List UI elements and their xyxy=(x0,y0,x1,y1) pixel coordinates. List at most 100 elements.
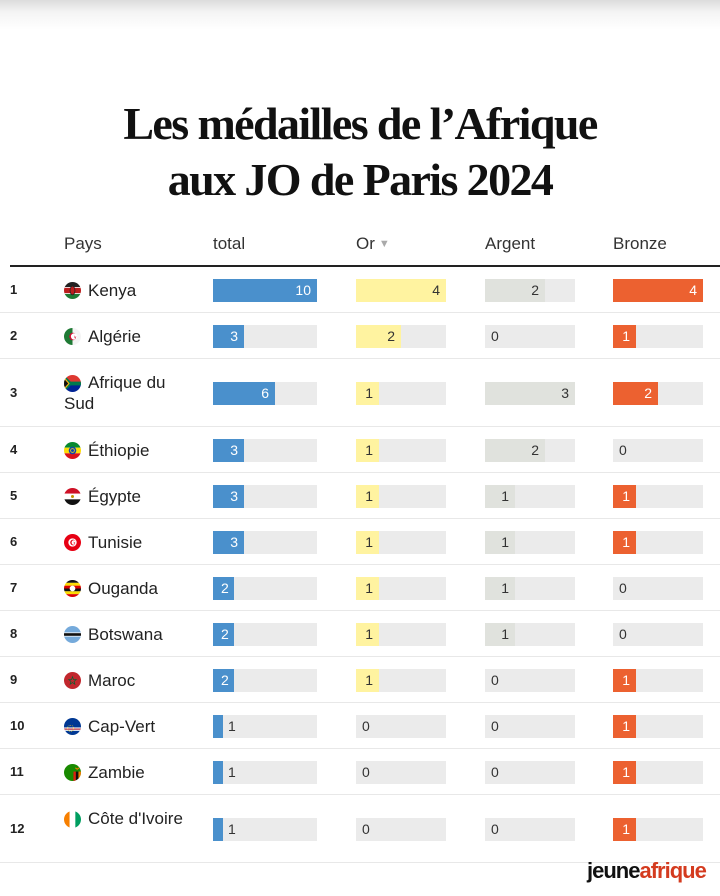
header-bronze[interactable]: Bronze xyxy=(613,234,667,253)
cell-gold: 1 xyxy=(356,577,446,600)
bar-gold xyxy=(356,531,379,554)
jeune-afrique-logo: jeuneafrique xyxy=(587,858,707,883)
bar-bronze xyxy=(613,485,636,508)
header-silver[interactable]: Argent xyxy=(485,234,536,253)
cell-bronze: 4 xyxy=(613,279,703,302)
country-flag-icon xyxy=(64,672,81,689)
cell-total: 6 xyxy=(213,382,317,405)
cell-silver: 0 xyxy=(485,818,575,841)
value-gold: 0 xyxy=(362,764,370,780)
rank-number: 7 xyxy=(10,580,18,595)
table-row: 12 Côte d'Ivoire 1 0 0 1 xyxy=(0,795,720,863)
value-total: 3 xyxy=(230,534,238,550)
bar-silver xyxy=(485,439,545,462)
value-total: 3 xyxy=(230,488,238,504)
value-gold: 0 xyxy=(362,821,370,837)
value-total: 1 xyxy=(228,764,236,780)
cell-gold: 1 xyxy=(356,382,446,405)
country-name: Égypte xyxy=(88,487,141,506)
cell-gold: 1 xyxy=(356,669,446,692)
table-row: 10 Cap-Vert 1 0 0 1 xyxy=(0,703,720,749)
value-bronze: 0 xyxy=(619,580,627,596)
page-title: Les médailles de l’Afrique aux JO de Par… xyxy=(0,96,720,208)
bar-total xyxy=(213,439,244,462)
cell-bronze: 1 xyxy=(613,669,703,692)
country-flag-icon xyxy=(64,328,81,345)
value-silver: 1 xyxy=(501,580,509,596)
table-row: 5 Égypte 3 1 1 1 xyxy=(0,473,720,519)
bar-bronze xyxy=(613,715,636,738)
value-silver: 0 xyxy=(491,672,499,688)
value-gold: 1 xyxy=(365,580,373,596)
bar-silver xyxy=(485,382,575,405)
cell-bronze: 1 xyxy=(613,818,703,841)
value-gold: 4 xyxy=(432,282,440,298)
table-row: 3 Afrique du Sud 6 1 3 2 xyxy=(0,359,720,427)
bar-bronze xyxy=(613,669,636,692)
sort-desc-icon[interactable]: ▼ xyxy=(378,238,390,250)
cell-bronze: 1 xyxy=(613,531,703,554)
table-row: 4 Éthiopie 3 1 2 0 xyxy=(0,427,720,473)
header-total[interactable]: total xyxy=(213,234,246,253)
cell-silver: 1 xyxy=(485,577,575,600)
bar-gold xyxy=(356,382,379,405)
cell-total: 2 xyxy=(213,669,317,692)
country-name: Afrique du Sud xyxy=(64,373,166,413)
bar-bronze xyxy=(613,325,636,348)
value-total: 2 xyxy=(221,626,229,642)
bar-total xyxy=(213,382,275,405)
rank-number: 3 xyxy=(10,385,18,400)
cell-silver: 0 xyxy=(485,715,575,738)
top-band xyxy=(0,0,720,30)
bar-total xyxy=(213,715,223,738)
value-silver: 1 xyxy=(501,534,509,550)
cell-gold: 0 xyxy=(356,761,446,784)
value-gold: 1 xyxy=(365,626,373,642)
value-bronze: 2 xyxy=(644,385,652,401)
value-total: 2 xyxy=(221,580,229,596)
value-bronze: 1 xyxy=(622,488,630,504)
bar-total xyxy=(213,577,234,600)
value-gold: 1 xyxy=(365,488,373,504)
bar-total xyxy=(213,623,234,646)
table-row: 6 Tunisie 3 1 1 1 xyxy=(0,519,720,565)
value-bronze: 1 xyxy=(622,718,630,734)
value-silver: 1 xyxy=(501,626,509,642)
value-bronze: 1 xyxy=(622,672,630,688)
value-gold: 2 xyxy=(387,328,395,344)
value-bronze: 0 xyxy=(619,626,627,642)
country-name: Botswana xyxy=(88,625,163,644)
cell-bronze: 1 xyxy=(613,325,703,348)
value-silver: 3 xyxy=(561,385,569,401)
cell-bronze: 0 xyxy=(613,577,703,600)
cell-total: 10 xyxy=(213,279,317,302)
cell-total: 3 xyxy=(213,439,317,462)
rank-number: 9 xyxy=(10,672,18,687)
country-flag-icon xyxy=(64,811,81,828)
cell-silver: 1 xyxy=(485,531,575,554)
table-row: 11 Zambie 1 0 0 1 xyxy=(0,749,720,795)
bar-gold xyxy=(356,623,379,646)
value-bronze: 1 xyxy=(622,328,630,344)
header-gold[interactable]: Or ▼ xyxy=(356,234,390,254)
cell-total: 3 xyxy=(213,485,317,508)
cell-gold: 1 xyxy=(356,623,446,646)
value-silver: 0 xyxy=(491,764,499,780)
value-total: 3 xyxy=(230,328,238,344)
country-name: Tunisie xyxy=(88,533,143,552)
bar-silver xyxy=(485,485,515,508)
country-name: Éthiopie xyxy=(88,441,150,460)
country-name: Maroc xyxy=(88,671,136,690)
title-line-2: aux JO de Paris 2024 xyxy=(167,154,554,205)
country-flag-icon xyxy=(64,375,81,392)
value-total: 10 xyxy=(295,282,311,298)
value-silver: 0 xyxy=(491,821,499,837)
country-flag-icon xyxy=(64,488,81,505)
bar-silver xyxy=(485,531,515,554)
bar-total xyxy=(213,669,234,692)
rank-number: 5 xyxy=(10,488,18,503)
bar-silver xyxy=(485,623,515,646)
bar-total xyxy=(213,485,244,508)
value-gold: 1 xyxy=(365,534,373,550)
cell-bronze: 0 xyxy=(613,623,703,646)
